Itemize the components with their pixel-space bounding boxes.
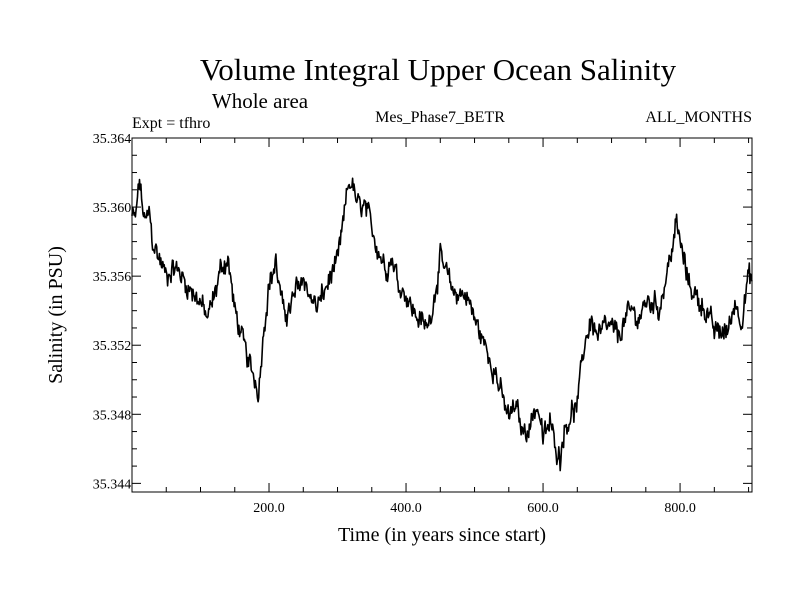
experiment-label: Expt = tfhro <box>132 115 210 132</box>
x-tick-label: 600.0 <box>527 501 559 516</box>
y-tick-label: 35.348 <box>93 408 132 423</box>
y-tick-label: 35.356 <box>93 270 132 285</box>
chart-subtitle: Whole area <box>212 89 309 113</box>
salinity-series-line <box>131 177 753 472</box>
y-axis: 35.344 35.348 35.352 35.356 35.360 35.364 <box>93 132 752 492</box>
chart-title: Volume Integral Upper Ocean Salinity <box>200 52 677 87</box>
x-tick-label: 800.0 <box>664 501 696 516</box>
x-tick-label: 200.0 <box>253 501 285 516</box>
months-label: ALL_MONTHS <box>645 109 752 126</box>
x-axis-label: Time (in years since start) <box>338 524 546 546</box>
y-tick-label: 35.352 <box>93 339 132 354</box>
y-tick-label: 35.344 <box>93 477 132 492</box>
y-tick-label: 35.360 <box>93 201 132 216</box>
x-tick-label: 400.0 <box>390 501 422 516</box>
y-tick-label: 35.364 <box>93 132 132 147</box>
x-axis: 200.0 400.0 600.0 800.0 <box>165 138 750 516</box>
y-axis-label: Salinity (in PSU) <box>45 246 67 384</box>
plot-frame <box>131 137 753 493</box>
run-label: Mes_Phase7_BETR <box>375 109 505 126</box>
